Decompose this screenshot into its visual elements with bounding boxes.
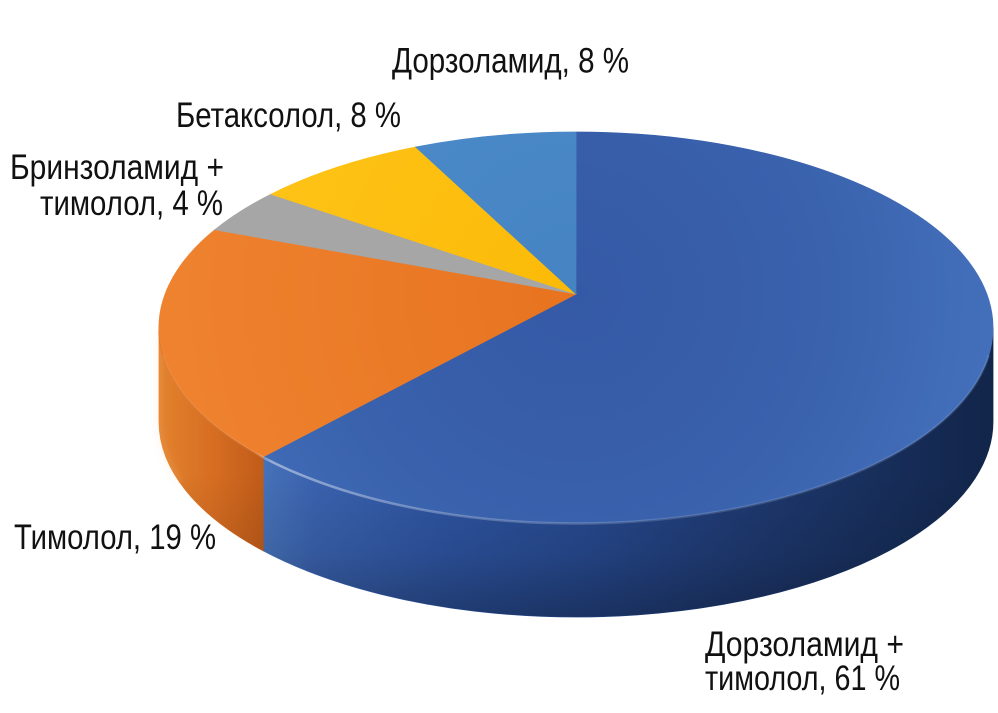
svg-text:Бетаксолол, 8 %: Бетаксолол, 8 % — [176, 95, 401, 135]
svg-text:Дорзоламид, 8 %: Дорзоламид, 8 % — [392, 41, 629, 81]
svg-text:тимолол, 4 %: тимолол, 4 % — [40, 183, 223, 223]
svg-text:Дорзоламид +: Дорзоламид + — [705, 624, 904, 664]
svg-text:Тимолол, 19 %: Тимолол, 19 % — [14, 517, 216, 557]
svg-text:Бринзоламид +: Бринзоламид + — [10, 147, 224, 187]
svg-text:тимолол, 61 %: тимолол, 61 % — [705, 658, 900, 698]
